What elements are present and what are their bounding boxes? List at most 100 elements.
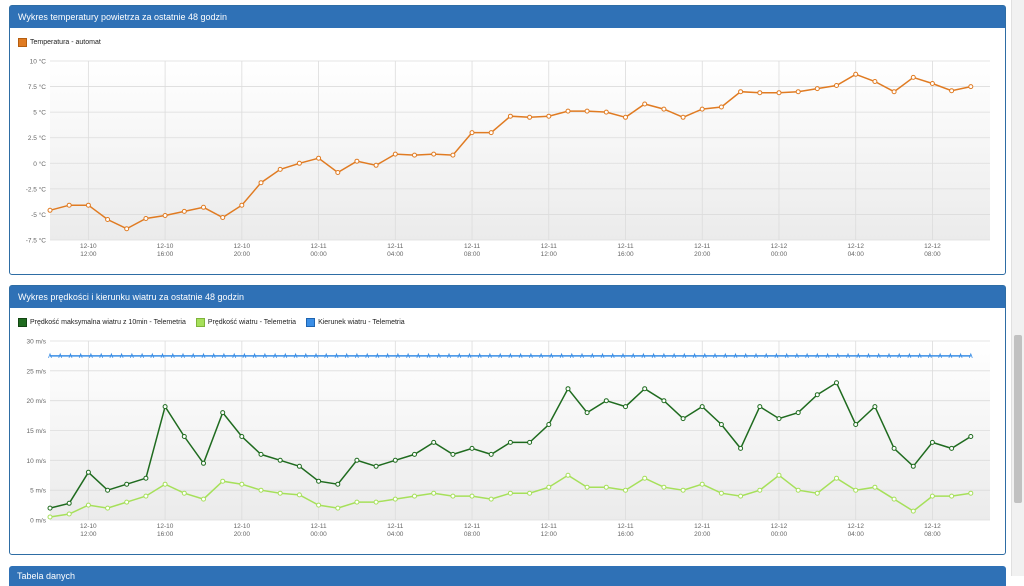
direction-marker [754, 352, 758, 359]
data-point [546, 113, 552, 119]
legend-item-temperature[interactable]: Temperatura - automat [18, 38, 101, 47]
x-tick-label: 12-11 [387, 243, 404, 250]
direction-marker [580, 352, 584, 359]
data-point [143, 475, 149, 481]
data-point [661, 106, 667, 112]
direction-marker [948, 352, 953, 359]
wind-panel: Wykres prędkości i kierunku wiatru za os… [9, 285, 1006, 555]
data-point [105, 217, 111, 222]
data-point [968, 84, 974, 90]
direction-marker [242, 352, 247, 359]
x-tick-label: 12-11 [310, 523, 327, 530]
data-point [181, 208, 187, 214]
legend-item-wind-direction[interactable]: Kierunek wiatru - Telemetria [306, 318, 405, 327]
data-point [412, 451, 417, 457]
data-point [757, 90, 763, 96]
x-tick-label: 12-12 [771, 523, 788, 530]
x-tick-label: 16:00 [157, 251, 174, 258]
x-tick-label: 12-10 [157, 523, 174, 530]
legend-swatch-wind-speed [195, 318, 205, 327]
x-tick-label: 04:00 [848, 251, 865, 258]
data-point [392, 457, 398, 463]
data-point [661, 484, 667, 490]
direction-marker [324, 352, 329, 359]
direction-marker [314, 352, 318, 359]
direction-marker [89, 352, 93, 359]
page-scrollbar[interactable] [1011, 0, 1024, 576]
data-point [431, 439, 437, 445]
direction-marker [866, 352, 871, 359]
data-point [680, 416, 686, 422]
x-tick-label: 16:00 [157, 531, 174, 538]
data-point [642, 101, 648, 107]
x-tick-label: 12-12 [924, 243, 941, 250]
y-tick-label: 20 m/s [26, 398, 46, 405]
legend-item-wind-max[interactable]: Prędkość maksymalna wiatru z 10min - Tel… [18, 318, 186, 327]
x-tick-label: 12-11 [541, 523, 558, 530]
data-point [143, 493, 149, 499]
data-point [872, 79, 878, 84]
direction-marker [825, 352, 830, 359]
data-point [431, 151, 437, 157]
direction-marker [743, 352, 748, 359]
legend-swatch-wind-direction [306, 318, 316, 327]
direction-marker [211, 352, 216, 359]
y-tick-label: -7.5 °C [26, 237, 47, 245]
data-point [277, 490, 283, 496]
scrollbar-thumb[interactable] [1014, 335, 1022, 503]
x-tick-label: 12-12 [847, 523, 864, 530]
direction-marker [968, 352, 973, 359]
x-tick-label: 12-11 [541, 243, 558, 250]
data-point [47, 207, 53, 213]
direction-marker [631, 352, 636, 359]
data-point [603, 398, 609, 404]
data-point [949, 88, 955, 94]
data-point [891, 445, 897, 451]
wind-chart: 30 m/s 25 m/s 20 m/s 15 m/s 10 m/s 5 m/s 0 m/s… [26, 339, 990, 538]
x-tick-label: 12-10 [234, 243, 251, 250]
data-point [47, 505, 53, 511]
data-point [469, 493, 475, 499]
direction-marker [805, 352, 809, 359]
data-point [488, 130, 494, 136]
data-point [699, 106, 705, 112]
data-point [738, 89, 744, 95]
direction-marker [723, 352, 728, 359]
data-point [450, 152, 456, 158]
legend-item-wind-speed[interactable]: Prędkość wiatru - Telemetria [195, 318, 296, 327]
data-point [546, 484, 552, 490]
data-point [373, 499, 379, 505]
direction-marker [621, 352, 625, 359]
data-point [469, 445, 475, 451]
data-point [795, 487, 801, 493]
data-point [124, 499, 130, 505]
data-point [354, 158, 360, 164]
direction-marker [958, 352, 963, 359]
direction-marker [815, 352, 820, 359]
y-tick-label: 25 m/s [26, 368, 46, 375]
data-point [968, 490, 974, 496]
direction-marker [876, 352, 881, 359]
data-point [66, 500, 72, 506]
data-point [642, 386, 648, 392]
data-point [834, 380, 839, 386]
data-point [66, 202, 72, 208]
direction-marker [232, 352, 237, 359]
x-tick-label: 08:00 [924, 251, 941, 258]
direction-marker [477, 352, 482, 359]
direction-marker [569, 352, 574, 359]
data-point [201, 496, 206, 502]
data-point [85, 502, 91, 508]
data-point [565, 472, 571, 478]
x-tick-label: 12:00 [80, 251, 97, 258]
data-point [296, 160, 302, 166]
data-point [757, 404, 763, 410]
direction-marker [682, 352, 687, 359]
data-point [527, 490, 533, 496]
data-point [699, 404, 705, 410]
direction-marker [201, 352, 206, 359]
data-point [814, 86, 820, 92]
data-point [392, 496, 398, 502]
direction-marker [518, 352, 523, 359]
data-point [718, 490, 724, 496]
